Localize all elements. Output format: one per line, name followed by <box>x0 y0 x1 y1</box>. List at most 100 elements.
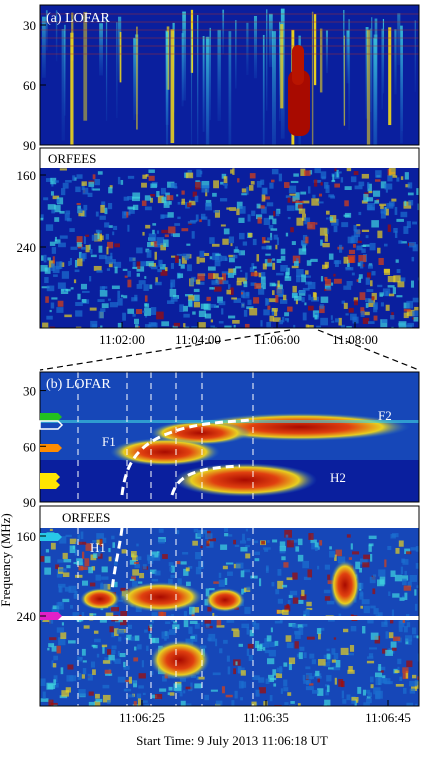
emission-speck <box>285 635 292 642</box>
emission-speck <box>95 211 99 217</box>
emission-speck <box>59 210 65 214</box>
emission-speck <box>271 581 275 587</box>
emission-speck <box>96 539 103 546</box>
emission-speck <box>133 657 139 662</box>
emission-speck <box>75 326 82 328</box>
emission-speck <box>108 548 111 553</box>
emission-speck <box>354 230 358 233</box>
annotation-h2: H2 <box>330 470 346 485</box>
emission-speck <box>381 621 388 627</box>
emission-speck <box>144 295 148 302</box>
emission-speck <box>297 624 304 629</box>
emission-speck <box>360 307 365 314</box>
emission-speck <box>228 284 231 290</box>
emission-speck <box>231 628 239 631</box>
emission-speck <box>282 316 285 323</box>
emission-speck <box>368 190 373 194</box>
emission-speck <box>208 588 215 591</box>
emission-speck <box>398 321 407 328</box>
emission-speck <box>214 210 221 218</box>
emission-speck <box>328 194 335 198</box>
emission-speck <box>301 274 307 283</box>
annotation-f2: F2 <box>378 408 392 423</box>
emission-speck <box>144 206 152 211</box>
emission-speck <box>268 674 275 683</box>
emission-speck <box>127 624 133 629</box>
emission-speck <box>277 569 282 576</box>
emission-speck <box>78 251 82 259</box>
emission-speck <box>168 629 177 635</box>
emission-speck <box>40 678 46 686</box>
emission-speck <box>369 647 377 650</box>
emission-speck <box>379 203 387 207</box>
emission-speck <box>94 701 101 706</box>
emission-speck <box>223 639 228 644</box>
emission-speck <box>95 698 103 703</box>
emission-speck <box>41 255 44 261</box>
emission-speck <box>144 314 148 318</box>
emission-speck <box>390 570 396 577</box>
emission-speck <box>286 540 294 548</box>
emission-speck <box>190 682 193 691</box>
emission-speck <box>283 662 288 667</box>
emission-speck <box>136 283 143 289</box>
emission-speck <box>158 611 164 618</box>
emission-speck <box>284 312 290 317</box>
emission-speck <box>374 179 381 182</box>
emission-speck <box>258 287 265 295</box>
emission-speck <box>244 323 250 328</box>
emission-speck <box>226 655 230 662</box>
emission-speck <box>154 570 161 576</box>
emission-speck <box>63 558 72 563</box>
emission-speck <box>227 571 233 576</box>
emission-speck <box>404 570 407 575</box>
emission-speck <box>223 176 228 184</box>
emission-speck <box>378 257 384 265</box>
emission-speck <box>263 217 271 226</box>
panel-b-lofar <box>40 372 419 502</box>
emission-speck <box>370 605 376 609</box>
emission-speck <box>164 637 167 641</box>
emission-speck <box>333 260 342 265</box>
emission-speck <box>48 699 54 706</box>
emission-speck <box>69 258 72 266</box>
emission-speck <box>307 569 313 578</box>
emission-speck <box>247 643 254 649</box>
emission-speck <box>187 264 192 272</box>
emission-speck <box>129 578 135 581</box>
emission-speck <box>293 295 302 301</box>
emission-speck <box>394 206 398 215</box>
emission-speck <box>245 528 248 532</box>
emission-speck <box>105 673 113 676</box>
emission-speck <box>146 261 154 267</box>
emission-speck <box>77 293 81 300</box>
emission-speck <box>148 322 157 327</box>
emission-speck <box>305 666 311 670</box>
emission-speck <box>208 538 217 542</box>
emission-speck <box>320 276 324 282</box>
emission-speck <box>394 574 403 582</box>
burst-stripe <box>83 11 88 121</box>
emission-speck <box>284 276 292 281</box>
emission-speck <box>281 556 286 561</box>
emission-speck <box>81 566 88 570</box>
emission-speck <box>60 667 64 675</box>
emission-speck <box>368 544 372 552</box>
emission-speck <box>101 286 108 289</box>
emission-speck <box>302 243 306 252</box>
panel-a-orfees-emission <box>40 168 419 328</box>
emission-speck <box>92 174 96 180</box>
emission-speck <box>154 243 162 248</box>
emission-speck <box>305 686 314 691</box>
emission-speck <box>402 578 407 586</box>
emission-speck <box>338 679 344 687</box>
emission-speck <box>127 270 131 277</box>
emission-speck <box>277 580 284 589</box>
emission-speck <box>325 278 332 286</box>
emission-speck <box>368 321 375 324</box>
emission-speck <box>80 253 85 262</box>
emission-speck <box>60 632 67 639</box>
emission-speck <box>287 216 291 220</box>
emission-speck <box>205 588 210 597</box>
emission-speck <box>348 666 353 672</box>
